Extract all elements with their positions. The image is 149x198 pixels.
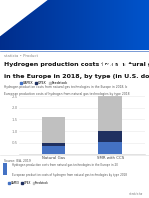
Text: Source: IEA, 2019: Source: IEA, 2019 [4,159,31,163]
Text: statista: statista [129,192,143,196]
Bar [98,131,122,142]
Text: Hydrogen production costs from natural g: Hydrogen production costs from natural g [4,62,149,67]
Text: Hydrogen production costs from natural gas technologies in the Europe in 2018, b: Hydrogen production costs from natural g… [4,85,128,89]
Text: statista • Product: statista • Product [4,54,38,58]
Legend: CAPEX, OPEX, Feedstock: CAPEX, OPEX, Feedstock [7,180,50,186]
Text: in the Europe in 2018, by type (in U.S. dolla: in the Europe in 2018, by type (in U.S. … [4,74,149,79]
Polygon shape [0,0,48,36]
Text: PDF: PDF [101,59,135,74]
Bar [42,117,65,143]
Text: Hydrogen production costs from natural gas technologies in the Europe in 20: Hydrogen production costs from natural g… [12,163,118,167]
Bar [42,146,65,154]
Text: European production costs of hydrogen from natural gas technologies by type 2018: European production costs of hydrogen fr… [4,92,130,96]
Bar [3,163,7,175]
Bar [42,143,65,146]
Text: European production costs of hydrogen from natural gas technologies by type 2018: European production costs of hydrogen fr… [12,173,127,177]
Legend: CAPEX, OPEX, Feedstock: CAPEX, OPEX, Feedstock [18,80,69,87]
Bar [98,95,122,131]
Bar [98,142,122,154]
